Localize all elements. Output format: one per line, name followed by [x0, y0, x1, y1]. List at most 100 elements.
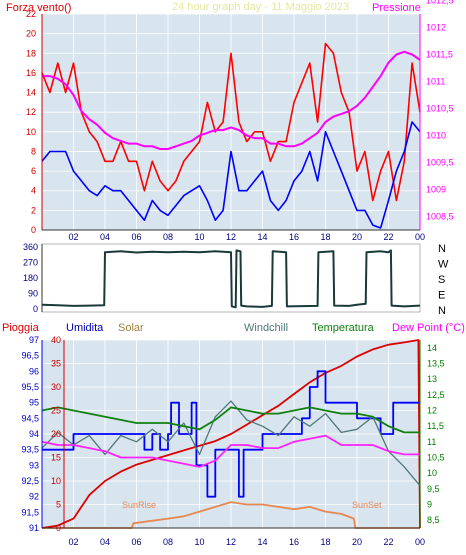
rain-tick-label: 5: [56, 500, 61, 510]
temperature-legend: Temperatura: [312, 322, 375, 334]
y-tick-label: 4: [31, 186, 36, 196]
x-tick-label: 18: [320, 537, 330, 547]
y-tick-label: 2: [31, 205, 36, 215]
x-tick-label: 08: [163, 537, 173, 547]
humidity-tick-label: 92,5: [21, 476, 39, 486]
humidity-tick-label: 94: [29, 429, 39, 439]
y-right-tick-label: 1009: [426, 185, 446, 195]
humidity-tick-label: 97: [29, 335, 39, 345]
temperature-tick-label: 12: [427, 406, 437, 416]
y-right-tick-label: 1011: [426, 77, 445, 87]
right-axis-title: Pressione: [372, 2, 421, 14]
temperature-tick-label: 11,5: [427, 421, 444, 431]
sunrise-annotation: SunRise: [122, 500, 156, 510]
rain-tick-label: 10: [51, 476, 61, 486]
y-right-tick-label: 1012,5: [426, 0, 454, 6]
y-tick-label: 90: [28, 289, 38, 299]
x-tick-label: 04: [100, 232, 110, 242]
x-tick-label: 16: [289, 232, 299, 242]
series-umidita: [42, 370, 420, 498]
direction-label: S: [438, 274, 445, 286]
rain-tick-label: 35: [51, 359, 61, 369]
y-tick-label: 14: [26, 88, 36, 98]
y-right-tick-label: 1008,5: [426, 212, 454, 222]
x-tick-label: 22: [383, 537, 393, 547]
y-right-tick-label: 1009,5: [426, 158, 454, 168]
temperature-tick-label: 11: [427, 437, 436, 447]
x-tick-label: 10: [194, 232, 204, 242]
series-windchill: [41, 400, 421, 487]
y-right-tick-label: 1010: [426, 131, 446, 141]
x-tick-label: 20: [352, 232, 362, 242]
temperature-tick-label: 9: [427, 500, 432, 510]
direction-label: N: [438, 305, 446, 317]
y-tick-label: 0: [31, 225, 36, 235]
humidity-tick-label: 96,5: [21, 351, 39, 361]
temperature-tick-label: 9,5: [427, 484, 440, 494]
direction-label: W: [438, 259, 449, 271]
x-tick-label: 02: [68, 537, 78, 547]
temperature-tick-label: 12,5: [427, 390, 445, 400]
windchill-legend: Windchill: [244, 322, 288, 334]
x-tick-label: 12: [226, 232, 236, 242]
x-tick-label: 12: [226, 537, 236, 547]
x-tick-label: 06: [131, 232, 141, 242]
humidity-legend: Umidita: [66, 322, 104, 334]
rain-tick-label: 30: [51, 382, 61, 392]
temperature-tick-label: 10: [427, 468, 437, 478]
series-pioggia: [41, 339, 421, 529]
y-tick-label: 180: [23, 273, 38, 283]
direction-label: E: [438, 290, 445, 302]
humidity-tick-label: 95,5: [21, 382, 39, 392]
humidity-tick-label: 91: [29, 523, 39, 533]
dewpoint-legend: Dew Point (°C): [392, 322, 465, 334]
x-tick-label: 00: [415, 232, 425, 242]
x-tick-label: 14: [257, 537, 267, 547]
x-tick-label: 08: [163, 232, 173, 242]
x-tick-label: 00: [415, 537, 425, 547]
series-temperatura: [41, 406, 420, 434]
rain-humidity-temperature-chart: 0 5 10 15 20 25 30 35 40 91 91,5 92 92,5 93 93,5 94 94,5…: [2, 322, 465, 547]
y-tick-label: 6: [31, 166, 36, 176]
temperature-tick-label: 10,5: [427, 453, 445, 463]
series-direzione-vento: [41, 249, 421, 309]
left-axis-title: Forza vento(): [6, 2, 71, 14]
x-tick-label: 04: [100, 537, 110, 547]
humidity-tick-label: 95: [29, 398, 39, 408]
y-tick-label: 20: [26, 29, 36, 39]
x-tick-label: 14: [257, 232, 267, 242]
rain-legend: Pioggia: [2, 322, 40, 334]
y-tick-label: 12: [26, 107, 36, 117]
temperature-tick-label: 14: [427, 343, 437, 353]
y-tick-label: 360: [23, 242, 38, 252]
y-right-tick-label: 1010,5: [426, 104, 454, 114]
y-right-tick-label: 1012: [426, 23, 446, 33]
sunset-annotation: SunSet: [352, 500, 382, 510]
wind-pressure-chart: 02468101214161820221008,510091009,510101…: [6, 0, 454, 242]
y-tick-label: 10: [26, 127, 36, 137]
x-tick-label: 20: [352, 537, 362, 547]
y-tick-label: 270: [23, 258, 38, 268]
rain-tick-label: 20: [51, 429, 61, 439]
series-solar: [42, 501, 420, 529]
rain-tick-label: 0: [56, 523, 61, 533]
y-tick-label: 16: [26, 68, 36, 78]
solar-legend: Solar: [118, 322, 144, 334]
series-forza-vento-gust: [41, 42, 421, 202]
temperature-tick-label: 13,5: [427, 359, 445, 369]
y-tick-label: 8: [31, 146, 36, 156]
rain-tick-label: 40: [51, 335, 61, 345]
x-tick-label: 22: [383, 232, 393, 242]
y-tick-label: 22: [26, 9, 36, 19]
series-forza-vento-media: [41, 121, 421, 229]
y-tick-label: 0: [33, 304, 38, 314]
x-tick-label: 06: [131, 537, 141, 547]
series-pressione: [42, 50, 421, 150]
chart-title: 24 hour graph day - 11 Maggio 2023: [172, 1, 349, 13]
x-tick-label: 18: [320, 232, 330, 242]
direction-label: N: [438, 243, 446, 255]
temperature-tick-label: 13: [427, 374, 437, 384]
x-tick-label: 02: [68, 232, 78, 242]
